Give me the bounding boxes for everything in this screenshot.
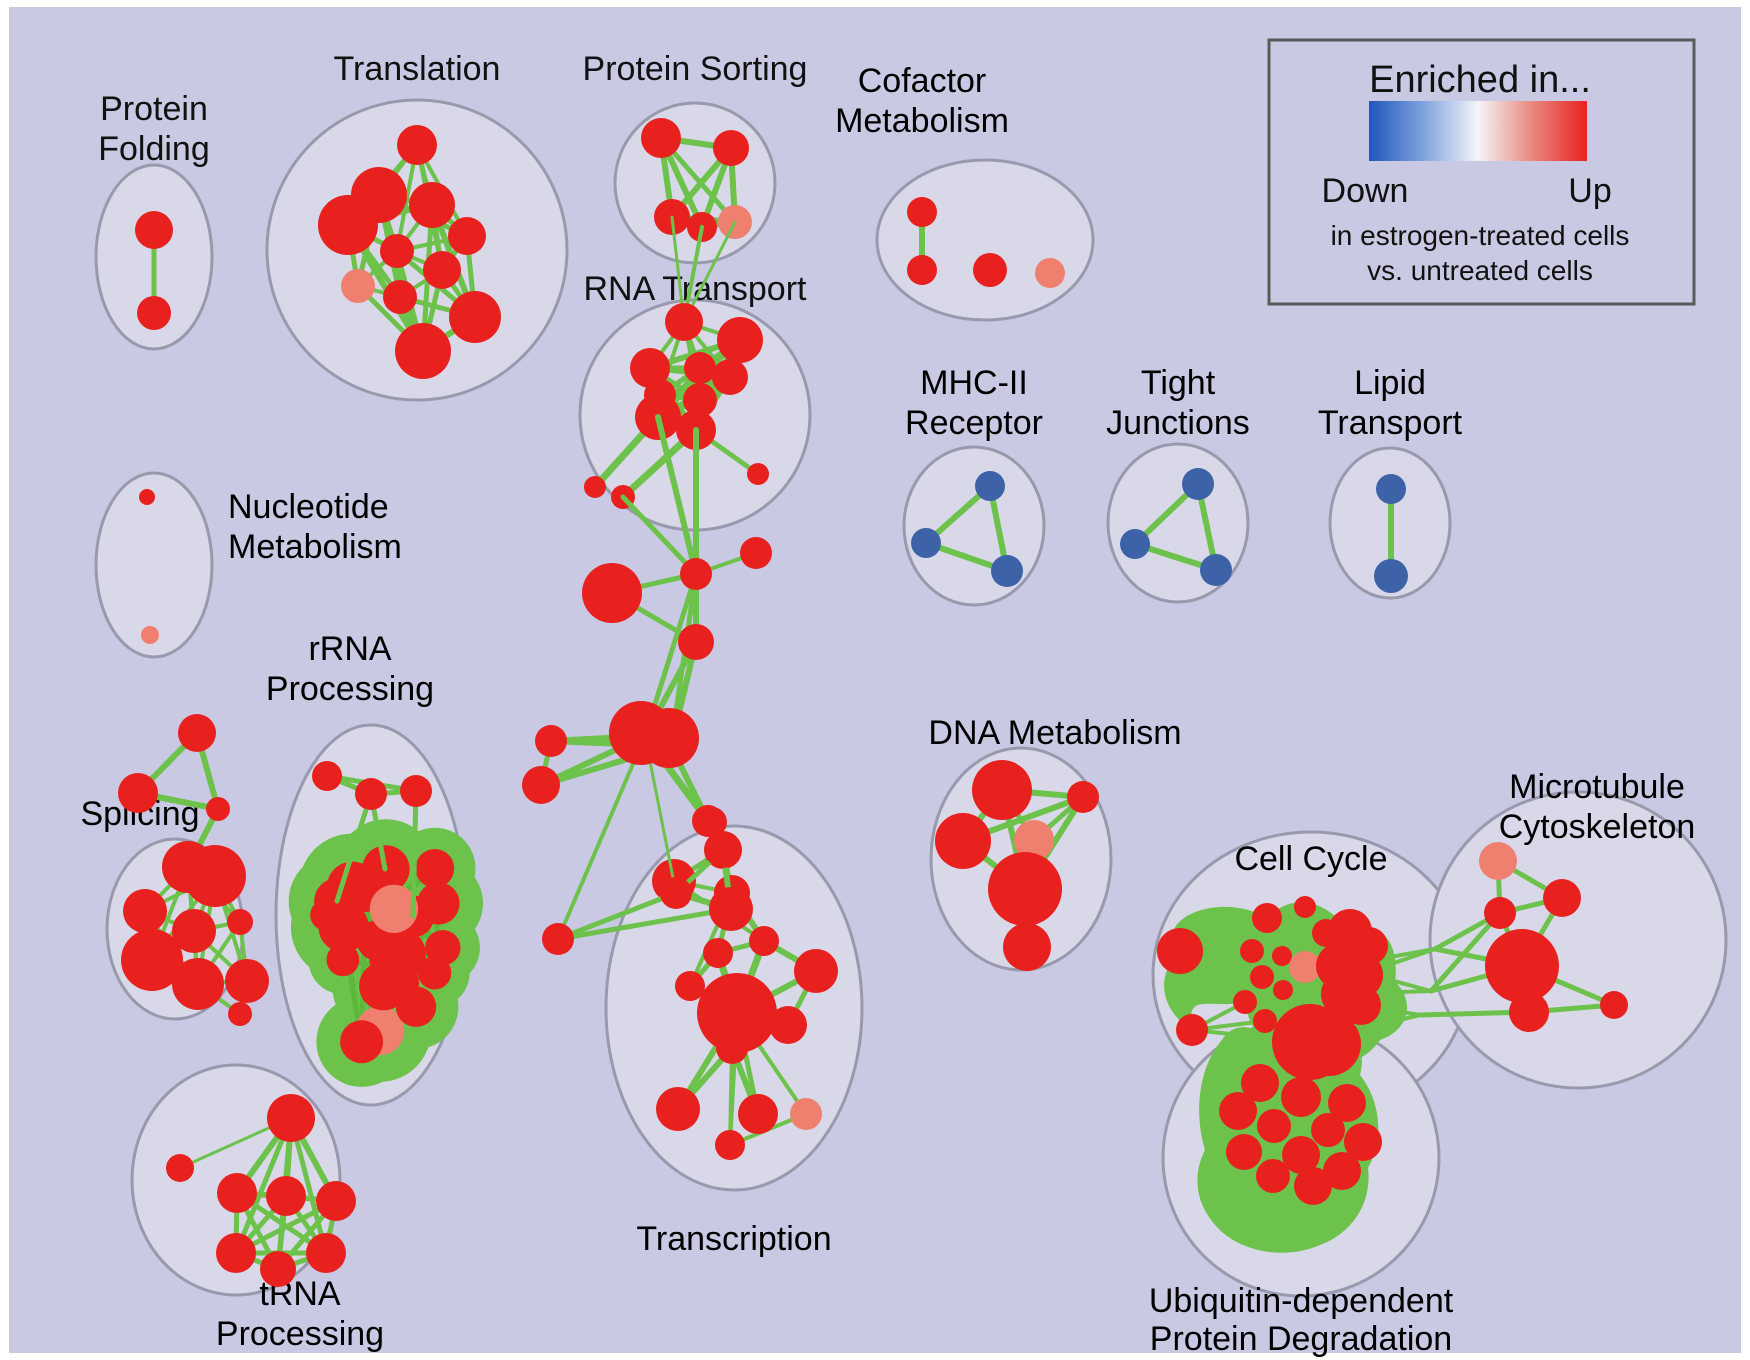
svg-text:Metabolism: Metabolism (228, 528, 402, 566)
svg-text:Microtubule: Microtubule (1509, 768, 1685, 806)
svg-text:Lipid: Lipid (1354, 364, 1426, 402)
svg-text:in estrogen-treated cells: in estrogen-treated cells (1331, 220, 1630, 251)
svg-text:Up: Up (1568, 172, 1611, 210)
svg-text:Metabolism: Metabolism (835, 102, 1009, 140)
svg-text:rRNA: rRNA (308, 630, 391, 668)
svg-text:Transport: Transport (1318, 404, 1463, 442)
svg-text:DNA Metabolism: DNA Metabolism (928, 714, 1181, 752)
svg-text:Processing: Processing (216, 1315, 384, 1353)
svg-text:vs. untreated cells: vs. untreated cells (1367, 255, 1593, 286)
svg-text:Receptor: Receptor (905, 404, 1043, 442)
svg-text:Cell Cycle: Cell Cycle (1234, 840, 1387, 878)
svg-text:Protein: Protein (100, 90, 208, 128)
svg-text:Enriched in...: Enriched in... (1369, 59, 1591, 101)
svg-text:Tight: Tight (1141, 364, 1216, 402)
svg-text:Junctions: Junctions (1106, 404, 1250, 442)
svg-text:Cytoskeleton: Cytoskeleton (1499, 808, 1696, 846)
svg-text:Protein Sorting: Protein Sorting (583, 50, 808, 88)
svg-text:Cofactor: Cofactor (858, 62, 987, 100)
svg-text:Folding: Folding (98, 130, 210, 168)
svg-text:Transcription: Transcription (636, 1220, 831, 1258)
svg-text:Nucleotide: Nucleotide (228, 488, 389, 526)
svg-text:Processing: Processing (266, 670, 434, 708)
svg-text:Protein Degradation: Protein Degradation (1150, 1320, 1452, 1358)
svg-text:Down: Down (1322, 172, 1409, 210)
svg-text:MHC-II: MHC-II (920, 364, 1028, 402)
svg-text:Ubiquitin-dependent: Ubiquitin-dependent (1149, 1282, 1454, 1320)
svg-text:Translation: Translation (334, 50, 501, 88)
